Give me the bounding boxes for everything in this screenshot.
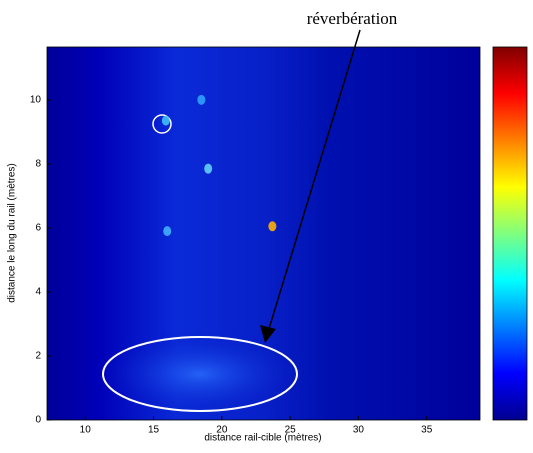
x-tick-label: 10: [80, 425, 92, 436]
hot-spot: [161, 115, 170, 126]
highlight-circle: [152, 114, 172, 134]
y-tick-label: 8: [35, 159, 41, 170]
hot-spot: [197, 94, 206, 105]
hot-spot: [163, 226, 172, 237]
noise-region: [90, 329, 310, 419]
y-tick-label: 4: [35, 287, 41, 298]
plot-frame: [46, 46, 481, 421]
x-axis-label: distance rail-cible (mètres): [204, 433, 321, 444]
y-tick-label: 10: [30, 94, 42, 105]
y-tick-label: 2: [35, 351, 41, 362]
x-tick-label: 15: [148, 425, 160, 436]
hot-spot: [268, 221, 277, 232]
annotation-arrow: [267, 29, 361, 333]
y-axis-label: distance le long du rail (mètres): [7, 163, 18, 303]
hot-spot: [204, 163, 213, 174]
annotation: réverbération: [307, 9, 398, 28]
x-tick-label: 35: [421, 425, 433, 436]
x-tick-label: 20: [216, 425, 228, 436]
y-tick-label: 6: [35, 223, 41, 234]
y-tick-label: 0: [35, 415, 41, 426]
arrow-head: [260, 325, 276, 343]
x-tick-label: 25: [285, 425, 297, 436]
highlight-ellipse: [102, 336, 298, 412]
x-tick-label: 30: [353, 425, 365, 436]
colorbar: [492, 46, 528, 421]
